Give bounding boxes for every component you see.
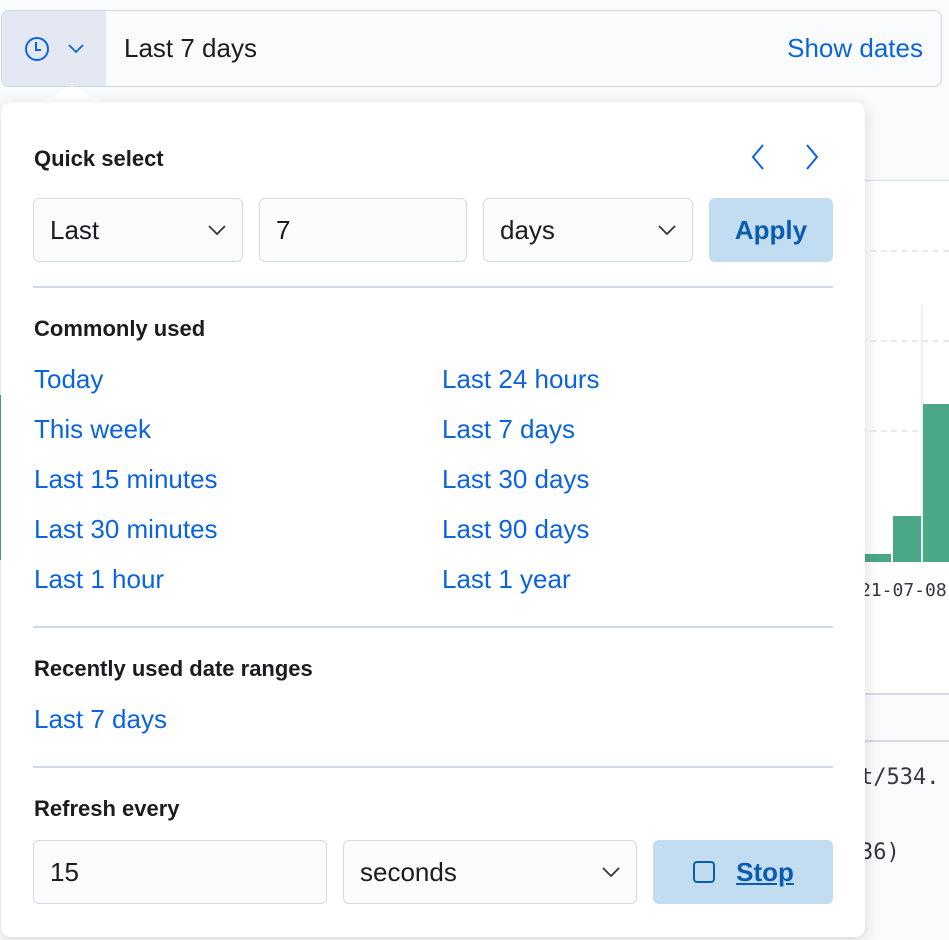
apply-button[interactable]: Apply — [709, 198, 833, 262]
gridline — [860, 430, 949, 432]
recent-ranges-title: Recently used date ranges — [34, 656, 313, 681]
chevron-down-icon — [602, 867, 620, 877]
chart-marker-line — [921, 305, 923, 563]
stop-label: Stop — [736, 856, 794, 887]
divider — [33, 626, 833, 628]
stop-icon — [693, 861, 716, 883]
commonly-used-link[interactable]: Today — [34, 364, 104, 394]
refresh-interval-input[interactable]: 15 — [33, 840, 327, 904]
unit-value: days — [500, 214, 555, 245]
previous-icon[interactable] — [751, 144, 765, 170]
commonly-used-link[interactable]: Last 1 year — [442, 564, 571, 594]
chart-axis-label: 21-07-08 — [860, 580, 947, 601]
gridline — [860, 340, 949, 342]
show-dates-link[interactable]: Show dates — [787, 33, 923, 63]
commonly-used-link[interactable]: Last 30 minutes — [34, 514, 218, 544]
commonly-used-link[interactable]: Last 30 days — [442, 464, 590, 494]
popover-arrow — [40, 86, 104, 103]
divider — [860, 693, 949, 695]
super-date-picker: Last 7 days Show dates — [1, 10, 942, 87]
divider — [860, 740, 949, 742]
code-line: 36) — [860, 840, 900, 865]
chart-bar — [893, 516, 921, 562]
direction-value: Last — [50, 214, 100, 245]
chevron-down-icon — [208, 225, 226, 235]
refresh-unit-select[interactable]: seconds — [343, 840, 637, 904]
gridline — [860, 250, 949, 252]
direction-select[interactable]: Last — [33, 198, 243, 262]
chevron-down-icon — [658, 225, 676, 235]
refresh-value: 15 — [50, 856, 79, 887]
commonly-used-link[interactable]: Last 7 days — [442, 414, 575, 444]
commonly-used-link[interactable]: Last 24 hours — [442, 364, 600, 394]
quick-menu-button[interactable] — [2, 11, 106, 86]
commonly-used-link[interactable]: Last 15 minutes — [34, 464, 218, 494]
date-range-display[interactable]: Last 7 days — [124, 33, 257, 63]
quantity-input[interactable]: 7 — [259, 198, 467, 262]
refresh-unit-value: seconds — [360, 856, 457, 887]
quantity-value: 7 — [276, 214, 291, 245]
commonly-used-link[interactable]: This week — [34, 414, 152, 444]
commonly-used-link[interactable]: Last 1 hour — [34, 564, 165, 594]
commonly-used-title: Commonly used — [34, 316, 206, 341]
chart-bar — [860, 554, 891, 562]
recent-range-link[interactable]: Last 7 days — [34, 704, 167, 734]
divider — [33, 766, 833, 768]
chart-bar — [923, 404, 949, 562]
next-icon[interactable] — [805, 144, 819, 170]
clock-icon — [25, 36, 49, 61]
chevron-down-icon — [68, 43, 84, 53]
quick-select-popover: Quick select Last 7 days Apply Commonly … — [1, 102, 865, 937]
stop-button[interactable]: Stop — [653, 840, 833, 904]
unit-select[interactable]: days — [483, 198, 693, 262]
code-line: t/534. — [860, 765, 940, 790]
divider — [33, 286, 833, 288]
refresh-title: Refresh every — [34, 796, 180, 821]
commonly-used-link[interactable]: Last 90 days — [442, 514, 590, 544]
quick-select-title: Quick select — [34, 146, 164, 171]
